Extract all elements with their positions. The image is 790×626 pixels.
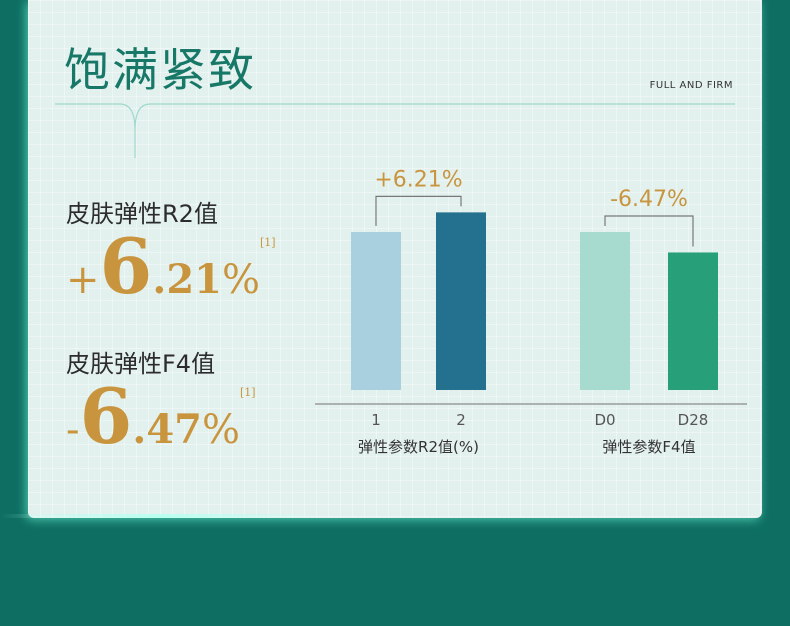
divider bbox=[55, 103, 735, 158]
stat-value: +6.21% [1] bbox=[66, 222, 276, 311]
unit: % bbox=[202, 407, 241, 453]
bar bbox=[436, 212, 486, 390]
sign: - bbox=[66, 407, 80, 453]
bracket bbox=[375, 195, 462, 226]
annotation: -6.47% bbox=[610, 187, 688, 212]
x-tick-label: D28 bbox=[678, 411, 709, 429]
int: 6 bbox=[99, 222, 153, 311]
note: [1] bbox=[260, 236, 276, 249]
bar bbox=[351, 232, 401, 390]
bar bbox=[668, 252, 718, 390]
note: [1] bbox=[240, 386, 256, 399]
annotation: +6.21% bbox=[374, 167, 462, 192]
bracket bbox=[604, 215, 694, 247]
x-axis-label: 弹性参数F4值 bbox=[602, 438, 695, 456]
title: 饱满紧致 bbox=[64, 43, 256, 97]
x-tick-label: 1 bbox=[371, 411, 381, 429]
stat-label: 皮肤弹性F4值 bbox=[66, 350, 216, 378]
unit: % bbox=[222, 257, 261, 303]
stat-label: 皮肤弹性R2值 bbox=[66, 200, 218, 228]
int: 6 bbox=[79, 372, 133, 461]
glow bbox=[0, 514, 320, 518]
subtitle: FULL AND FIRM bbox=[649, 80, 733, 91]
x-tick-label: D0 bbox=[594, 411, 615, 429]
sign: + bbox=[66, 257, 100, 303]
stat-value: -6.47% [1] bbox=[66, 372, 256, 461]
x-axis-label: 弹性参数R2值(%) bbox=[358, 438, 479, 456]
frac: .21 bbox=[152, 256, 222, 303]
bar bbox=[580, 232, 630, 390]
frac: .47 bbox=[132, 406, 202, 453]
x-tick-label: 2 bbox=[456, 411, 466, 429]
